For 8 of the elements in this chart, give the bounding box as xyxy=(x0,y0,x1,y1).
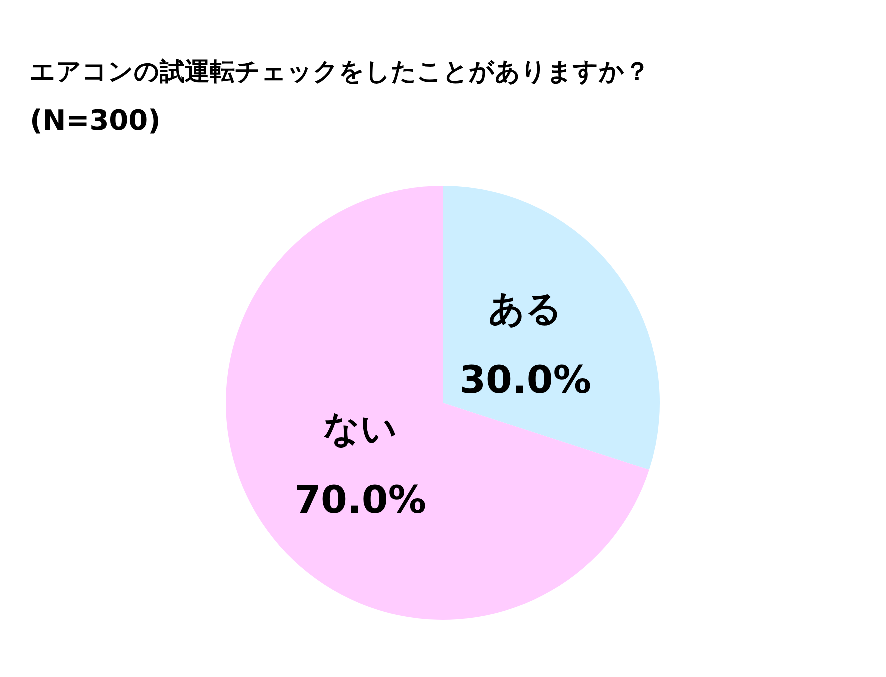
slice-label: ない xyxy=(323,408,398,450)
slice-label: ある xyxy=(488,289,563,330)
pie-slice xyxy=(226,186,650,620)
data-label: 30.0% xyxy=(460,358,592,402)
chart-subtitle: (N=300) xyxy=(30,104,161,137)
pie-slice xyxy=(443,186,660,470)
chart-title: エアコンの試運転チェックをしたことがありますか？ xyxy=(30,57,650,86)
data-label: 70.0% xyxy=(294,478,426,522)
